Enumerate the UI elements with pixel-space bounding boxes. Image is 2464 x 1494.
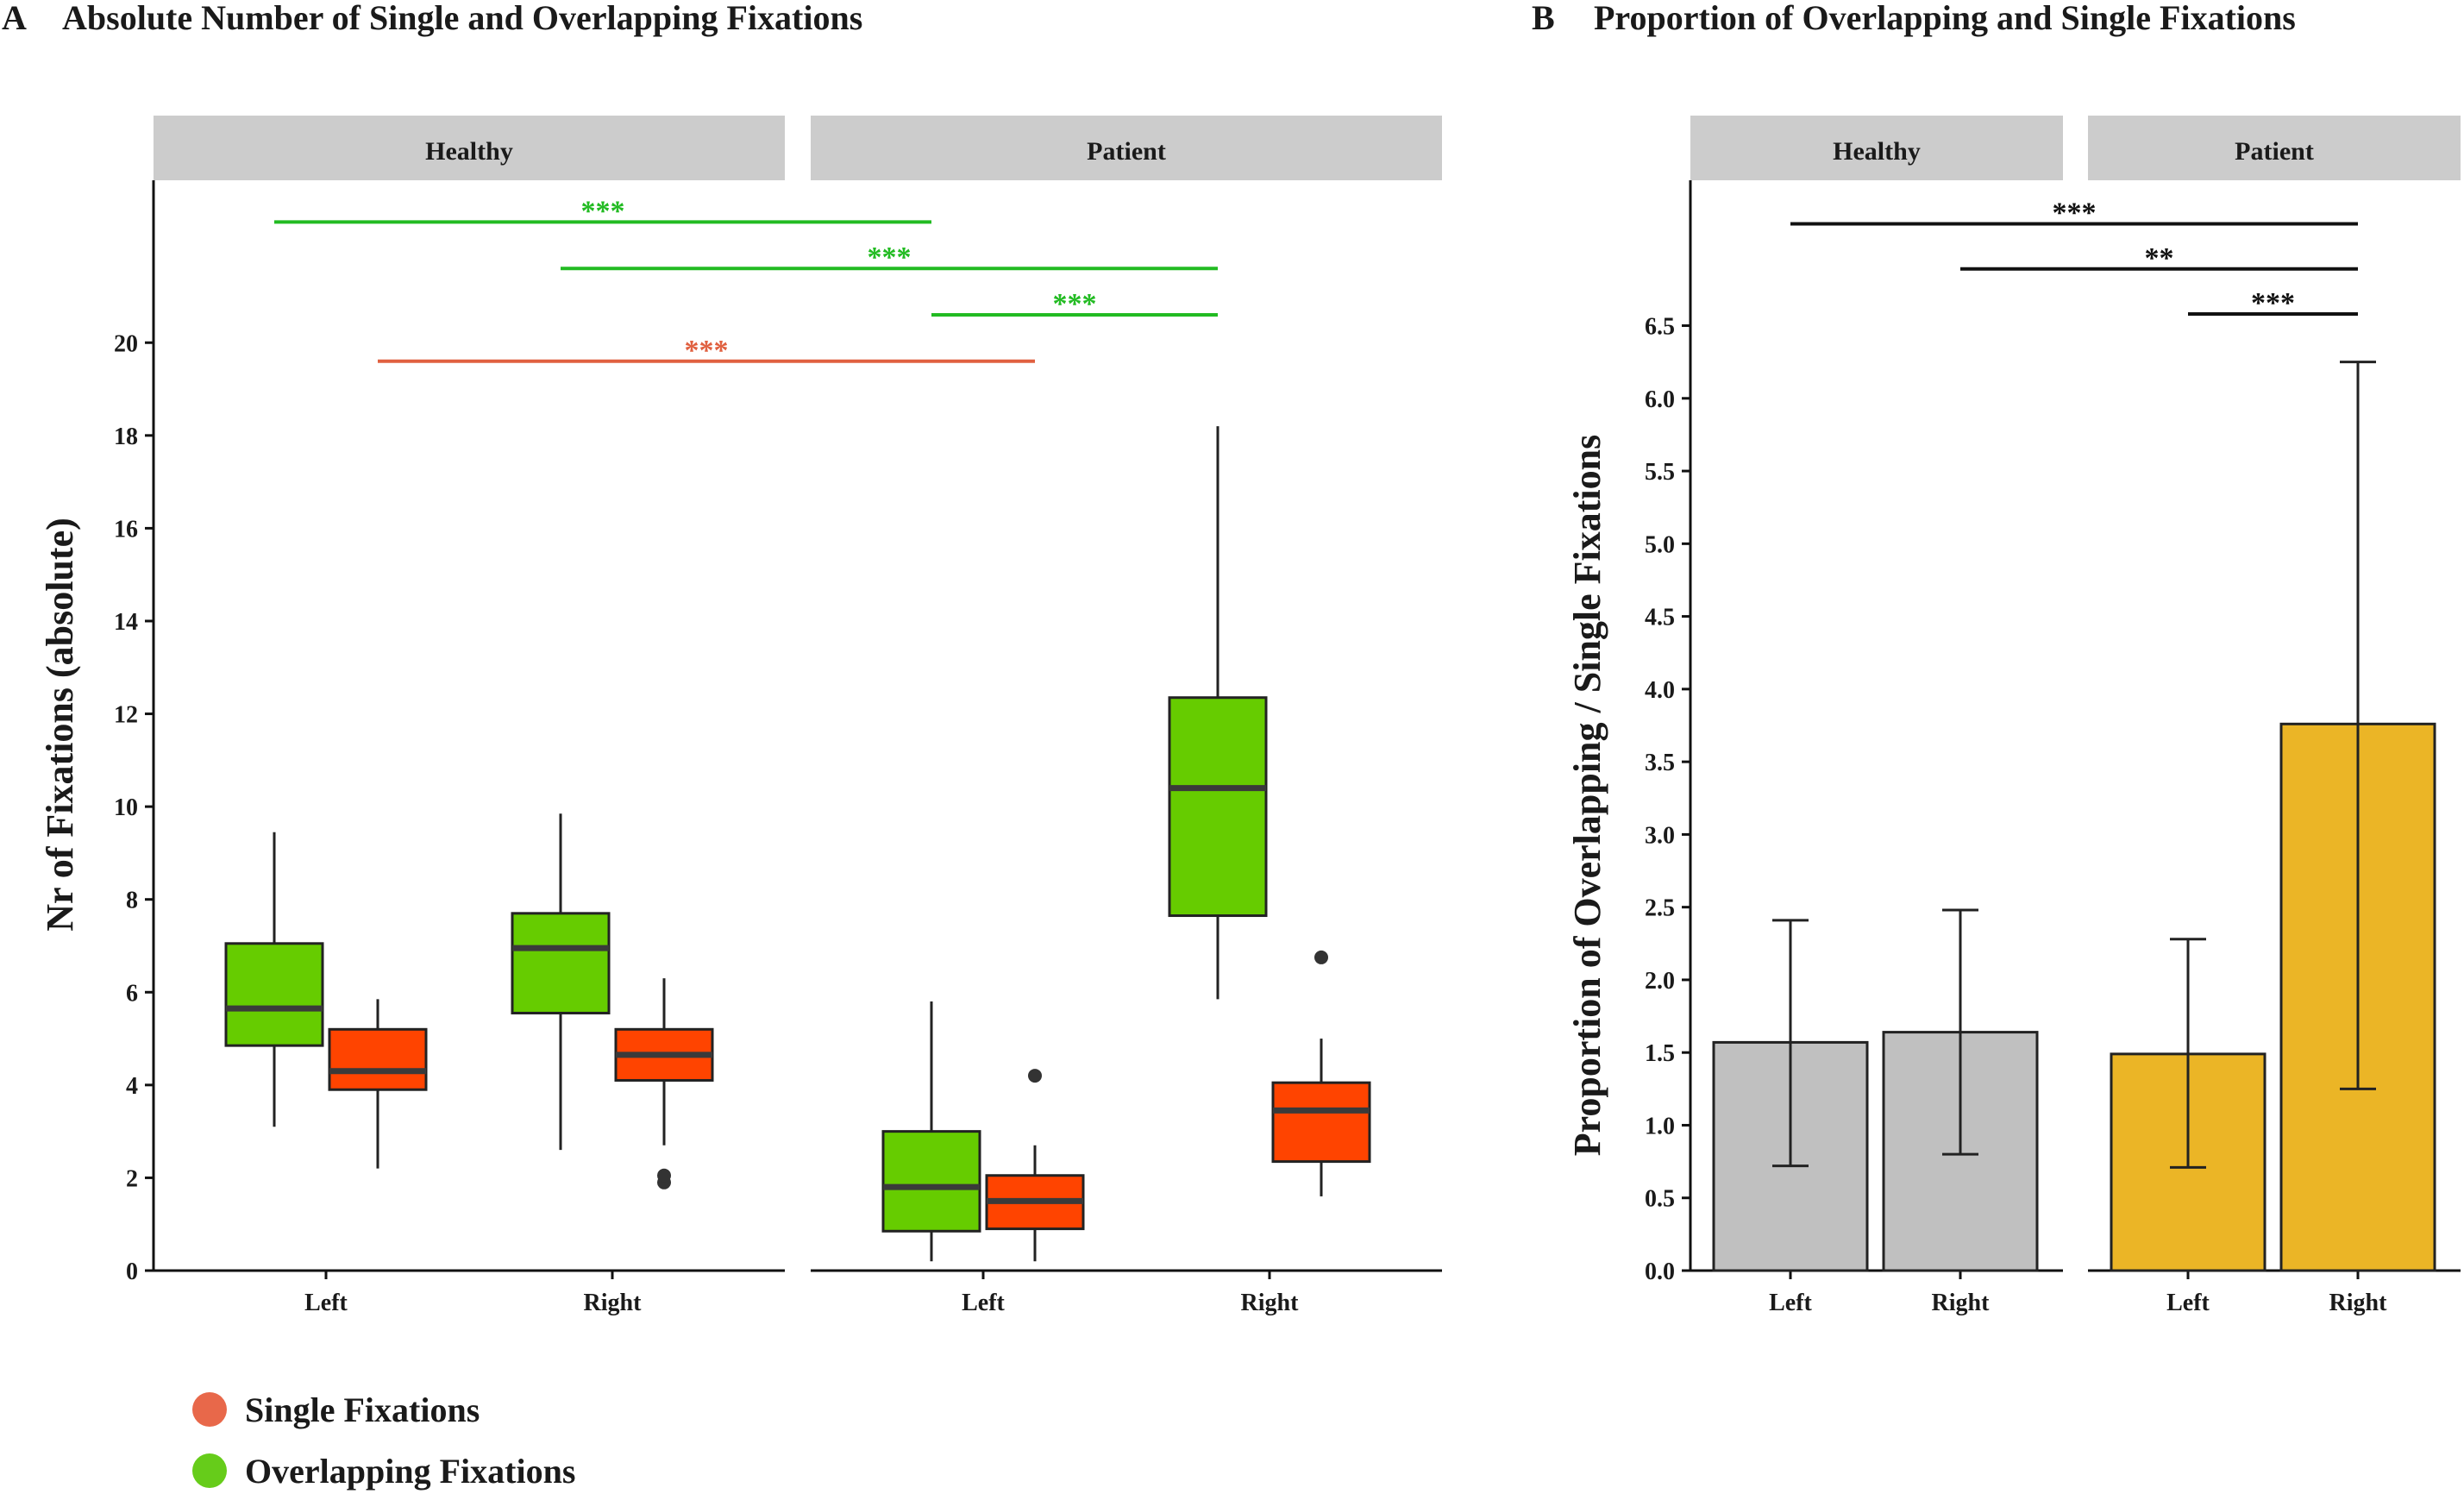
y-tick-label-b: 4.5	[1645, 605, 1675, 631]
facet-strip-healthy-a	[154, 116, 785, 180]
box-patient-right-single	[1271, 950, 1371, 1196]
box-iqr	[328, 1027, 428, 1091]
legend-overlapping-label: Overlapping Fixations	[245, 1452, 575, 1491]
facet-label-patient-b: Patient	[2235, 137, 2314, 166]
box-patient-left-overlapping	[881, 1001, 981, 1262]
panel-a-significance: *** *** *** ***	[274, 195, 1218, 367]
y-tick-label-a: 2	[126, 1165, 138, 1192]
y-tick-label-b: 5.0	[1645, 531, 1675, 558]
y-tick-label-a: 12	[114, 702, 138, 729]
y-tick-label-b: 6.5	[1645, 314, 1675, 341]
facet-label-patient-a: Patient	[1087, 137, 1166, 166]
sig-label-a-3: ***	[685, 335, 729, 367]
box-patient-right-overlapping	[1168, 426, 1268, 1000]
x-tick-patient-left-b: Left	[2166, 1290, 2210, 1316]
panel-a-chart: Healthy Patient 0 2 4 6 8 10 12 14 16 18 20 Left R…	[114, 116, 1442, 1316]
x-tick-patient-right-a: Right	[1241, 1290, 1300, 1316]
panel-b-chart: Healthy Patient 0.0 0.5 1.0 1.5 2.0 2.5 3.0 3.5…	[1645, 116, 2461, 1316]
legend-single-swatch	[192, 1392, 227, 1427]
box-healthy-left-single	[328, 999, 428, 1169]
facet-strip-patient-a	[811, 116, 1442, 180]
legend-single-label: Single Fixations	[245, 1390, 480, 1429]
x-tick-healthy-left-a: Left	[304, 1290, 348, 1316]
y-tick-label-b: 4.0	[1645, 677, 1675, 704]
y-tick-label-a: 4	[126, 1073, 138, 1100]
sig-label-b-0: ***	[2053, 198, 2097, 229]
y-tick-label-a: 16	[114, 516, 138, 543]
panel-b-title: Proportion of Overlapping and Single Fix…	[1594, 0, 2296, 37]
y-tick-label-b: 3.0	[1645, 822, 1675, 849]
panel-a-title: Absolute Number of Single and Overlappin…	[62, 0, 862, 37]
legend-overlapping-swatch	[192, 1453, 227, 1488]
bar-healthy-left	[1712, 919, 1869, 1272]
x-tick-healthy-right-b: Right	[1932, 1290, 1991, 1316]
box-outlier	[657, 1168, 671, 1183]
y-tick-label-b: 6.0	[1645, 386, 1675, 413]
y-tick-label-b: 2.5	[1645, 895, 1675, 922]
y-tick-label-a: 8	[126, 888, 138, 914]
panel-a-letter: A	[2, 0, 27, 37]
y-tick-label-b: 0.5	[1645, 1186, 1675, 1213]
panel-b-y-axis-title: Proportion of Overlapping / Single Fixat…	[1566, 435, 1608, 1156]
y-tick-label-b: 2.0	[1645, 968, 1675, 995]
box-healthy-left-overlapping	[224, 832, 324, 1127]
y-tick-label-b: 3.5	[1645, 750, 1675, 776]
y-tick-label-b: 0.0	[1645, 1259, 1675, 1285]
box-patient-left-single	[985, 1069, 1085, 1262]
facet-strip-patient-b	[2088, 116, 2461, 180]
sig-label-b-2: ***	[2251, 287, 2295, 319]
panel-a-y-ticks: 0 2 4 6 8 10 12 14 16 18 20	[114, 330, 1271, 1285]
x-tick-patient-right-b: Right	[2329, 1290, 2388, 1316]
y-tick-label-b: 1.0	[1645, 1113, 1675, 1139]
y-tick-label-a: 6	[126, 980, 138, 1007]
y-tick-label-b: 1.5	[1645, 1040, 1675, 1067]
box-iqr	[511, 912, 611, 1014]
sig-label-a-0: ***	[581, 195, 625, 227]
bar-patient-left	[2110, 938, 2267, 1272]
x-tick-healthy-left-b: Left	[1769, 1290, 1812, 1316]
box-outlier	[1314, 950, 1328, 964]
y-tick-label-b: 5.5	[1645, 459, 1675, 486]
box-outlier	[1028, 1069, 1042, 1083]
facet-strip-healthy-b	[1690, 116, 2063, 180]
y-tick-label-a: 18	[114, 424, 138, 450]
panel-b-significance: *** ** ***	[1790, 198, 2358, 319]
sig-label-a-2: ***	[1053, 288, 1097, 320]
facet-label-healthy-b: Healthy	[1833, 137, 1921, 166]
panel-a-y-axis-title: Nr of Fixations (absolute)	[39, 518, 81, 932]
x-tick-healthy-right-a: Right	[584, 1290, 643, 1316]
legend: Single Fixations Overlapping Fixations	[192, 1390, 575, 1491]
bar-healthy-right	[1882, 908, 2039, 1272]
y-tick-label-a: 14	[114, 609, 138, 636]
sig-label-a-1: ***	[868, 242, 912, 273]
box-iqr	[881, 1130, 981, 1233]
y-tick-label-a: 20	[114, 330, 138, 357]
x-tick-patient-left-a: Left	[962, 1290, 1005, 1316]
box-iqr	[224, 942, 324, 1047]
panel-a-boxes	[224, 426, 1371, 1262]
facet-label-healthy-a: Healthy	[425, 137, 513, 166]
panel-b-y-ticks: 0.0 0.5 1.0 1.5 2.0 2.5 3.0 3.5 4.0 4.5 5.0 5.5 6.0 6…	[1645, 314, 2360, 1285]
y-tick-label-a: 10	[114, 794, 138, 821]
panel-b-bars	[1712, 361, 2436, 1272]
sig-label-b-1: **	[2145, 242, 2174, 274]
panel-b-letter: B	[1532, 0, 1555, 37]
bar-patient-right	[2279, 361, 2436, 1272]
box-iqr	[1271, 1081, 1371, 1164]
y-tick-label-a: 0	[126, 1259, 138, 1285]
box-healthy-right-single	[614, 978, 714, 1190]
box-iqr	[1168, 696, 1268, 918]
box-healthy-right-overlapping	[511, 813, 611, 1151]
